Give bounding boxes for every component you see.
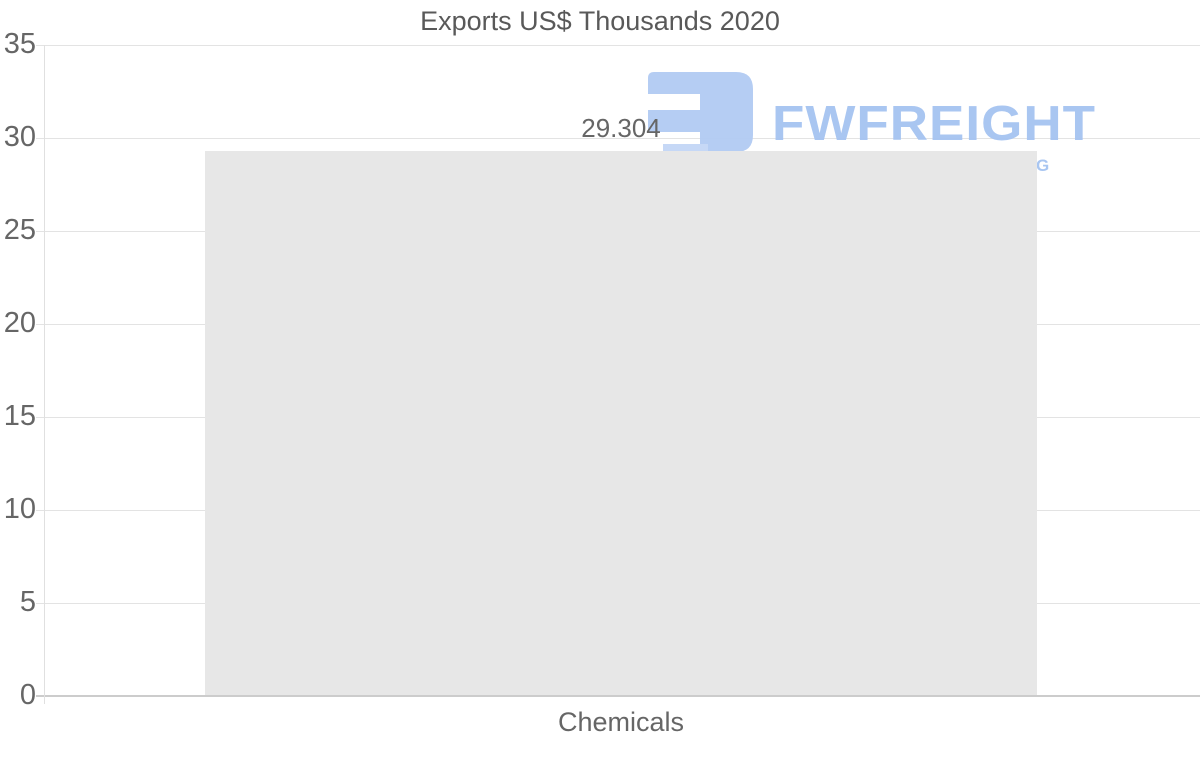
bar-value-label: 29.304 [581,112,661,143]
y-axis-tick-label-15: 15 [3,400,36,432]
y-axis-tick-label-10: 10 [3,493,36,525]
watermark-tagline-partial: G [1036,156,1050,175]
x-axis-category-label: Chemicals [557,707,685,737]
y-axis-tick-label-5: 5 [19,586,36,618]
chart-title: Exports US$ Thousands 2020 [420,6,780,36]
y-axis-tick-label-20: 20 [3,307,36,339]
y-axis-line [44,45,45,704]
bar-chemicals[interactable] [205,150,1037,695]
watermark-brand-text: FWFREIGHT [772,96,1096,152]
y-axis-tick-label-35: 35 [3,28,36,60]
y-axis-tick-label-30: 30 [3,121,36,153]
gridline-y-35 [36,44,1200,46]
y-axis-tick-label-25: 25 [3,214,36,246]
fwfreight-logo-icon [648,72,753,152]
gridline-y-0 [36,695,1200,697]
y-axis-tick-label-0: 0 [19,679,36,711]
gridline-y-30 [36,137,1200,139]
